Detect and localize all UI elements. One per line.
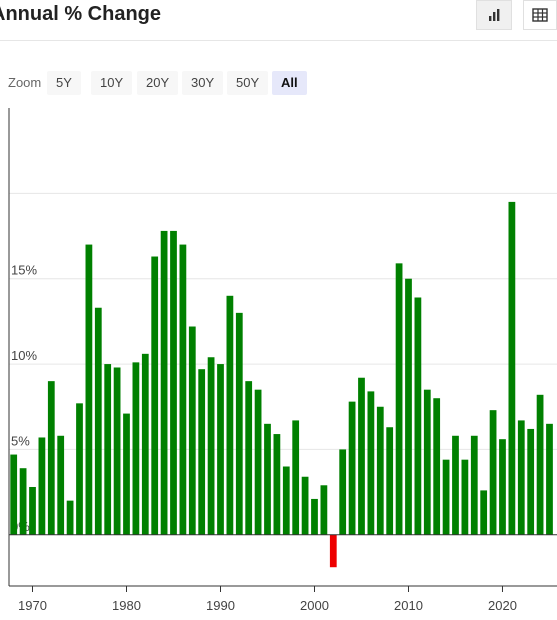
zoom-10y-button[interactable]: 10Y (91, 71, 133, 95)
x-tick-label: 2010 (394, 598, 423, 613)
bar[interactable] (517, 420, 525, 535)
bar[interactable] (339, 449, 347, 535)
bar[interactable] (386, 427, 394, 535)
bar[interactable] (348, 401, 356, 535)
bar[interactable] (207, 357, 215, 535)
bar[interactable] (57, 435, 65, 535)
bar[interactable] (273, 434, 281, 535)
table-icon (532, 8, 548, 22)
y-tick-label: 5% (11, 433, 30, 448)
zoom-30y-button[interactable]: 30Y (182, 71, 224, 95)
bar[interactable] (292, 420, 300, 535)
bar[interactable] (301, 476, 309, 535)
bar[interactable] (423, 389, 431, 535)
bar[interactable] (179, 244, 187, 535)
bar[interactable] (470, 435, 478, 535)
bar-chart-icon (489, 9, 500, 21)
y-tick-label: 15% (11, 263, 37, 278)
bar[interactable] (405, 278, 412, 535)
x-tick-label: 2020 (488, 598, 517, 613)
chart-header: Annual % Change (0, 0, 557, 41)
x-tick-label: 1970 (18, 598, 47, 613)
bar[interactable] (76, 403, 83, 535)
bar[interactable] (264, 423, 271, 535)
bar[interactable] (188, 326, 196, 535)
bar[interactable] (461, 459, 469, 535)
y-tick-label: 10% (11, 348, 37, 363)
bar[interactable] (367, 391, 375, 535)
bar[interactable] (480, 490, 488, 535)
bar[interactable] (132, 362, 140, 535)
bar[interactable] (395, 263, 403, 535)
bar[interactable] (113, 367, 121, 535)
bar[interactable] (123, 413, 130, 535)
bar[interactable] (282, 466, 290, 535)
bar[interactable] (198, 369, 206, 535)
bar[interactable] (160, 230, 168, 535)
bar[interactable] (433, 398, 441, 535)
bar[interactable] (376, 406, 384, 535)
bar-view-button[interactable] (476, 0, 512, 30)
bar[interactable] (358, 377, 365, 535)
bar[interactable] (170, 230, 177, 535)
bar[interactable] (85, 244, 93, 535)
bar[interactable] (245, 381, 253, 535)
bar[interactable] (19, 468, 27, 535)
bar[interactable] (508, 201, 516, 535)
bar[interactable] (499, 439, 506, 535)
bar[interactable] (38, 437, 46, 535)
bar[interactable] (104, 364, 112, 535)
bar[interactable] (29, 486, 36, 535)
bar[interactable] (546, 423, 553, 535)
bar[interactable] (414, 297, 422, 535)
bar[interactable] (254, 389, 262, 535)
bar[interactable] (311, 498, 318, 535)
x-tick-label: 1990 (206, 598, 235, 613)
bar[interactable] (536, 394, 544, 535)
bar[interactable] (329, 534, 337, 568)
bar[interactable] (47, 381, 55, 535)
bar[interactable] (217, 364, 224, 535)
bar[interactable] (141, 353, 149, 535)
zoom-5y-button[interactable]: 5Y (47, 71, 81, 95)
bar[interactable] (151, 256, 159, 535)
bar[interactable] (94, 307, 102, 535)
zoom-50y-button[interactable]: 50Y (227, 71, 269, 95)
bar[interactable] (66, 500, 74, 535)
x-tick-label: 2000 (300, 598, 329, 613)
x-tick-label: 1980 (112, 598, 141, 613)
bar[interactable] (226, 295, 234, 535)
bar[interactable] (10, 454, 18, 535)
zoom-label: Zoom (8, 75, 42, 90)
bar[interactable] (452, 435, 459, 535)
bar[interactable] (489, 410, 497, 535)
chart-title: Annual % Change (0, 3, 162, 25)
bar[interactable] (235, 312, 243, 535)
table-view-button[interactable] (523, 0, 557, 30)
bar[interactable] (527, 428, 535, 535)
bar[interactable] (320, 485, 328, 535)
zoom-20y-button[interactable]: 20Y (137, 71, 179, 95)
bar[interactable] (442, 459, 450, 535)
zoom-all-button[interactable]: All (272, 71, 307, 95)
